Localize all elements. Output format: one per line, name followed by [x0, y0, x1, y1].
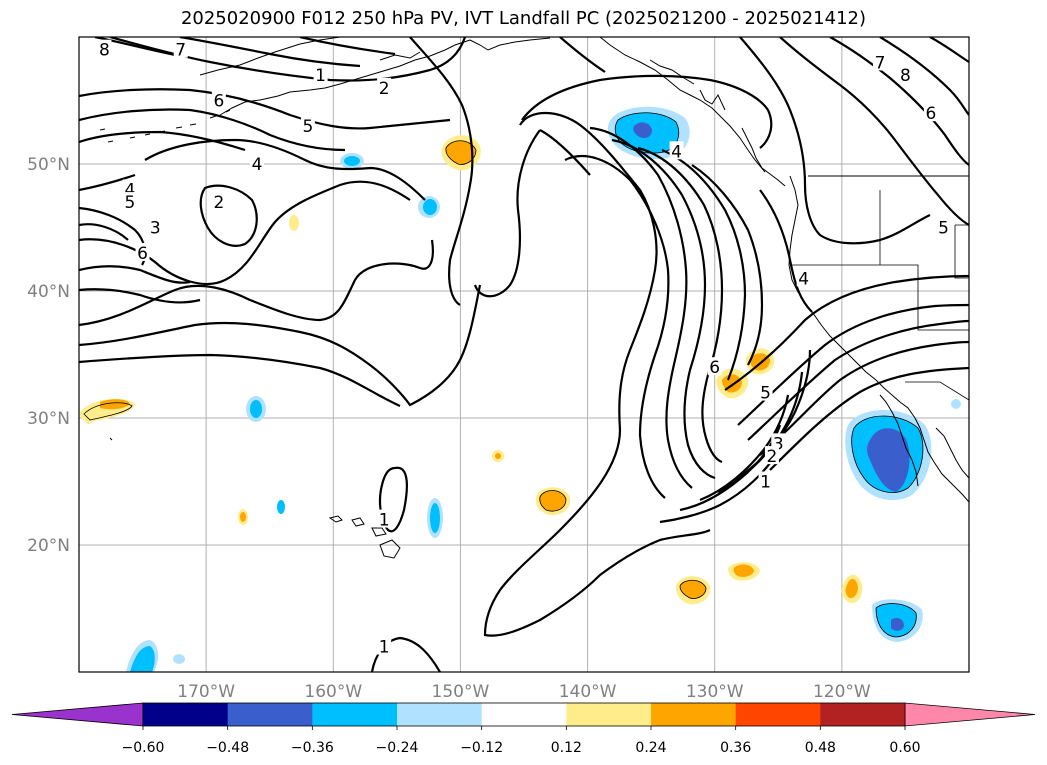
- contour-label: 8: [99, 41, 110, 61]
- lon-tick-label: 160°W: [304, 682, 362, 702]
- colorbar-tick-label: −0.36: [291, 740, 334, 756]
- colorbar-tick-label: −0.12: [460, 740, 503, 756]
- contour-label-bg: [796, 268, 811, 287]
- contour-label-bg: [211, 192, 226, 211]
- contour-label-bg: [764, 446, 779, 465]
- contour-label-bg: [923, 103, 938, 122]
- contour-label-bg: [758, 471, 773, 490]
- contour-label-bg: [250, 154, 264, 172]
- colorbar-tick-label: −0.60: [122, 740, 165, 756]
- contour-label-bg: [873, 52, 887, 71]
- contour-label: 2: [379, 79, 390, 99]
- contour-label: 6: [709, 358, 720, 378]
- contour-label-bg: [122, 192, 137, 211]
- contour-label: 7: [175, 41, 186, 61]
- contour-label: 6: [213, 92, 224, 112]
- coastlines: [99, 37, 969, 559]
- negative-anomaly-south: [845, 410, 932, 501]
- contour-label: 1: [315, 66, 326, 86]
- contour-label: 4: [671, 142, 682, 162]
- contour-label-bg: [669, 141, 684, 160]
- colorbar-bin: [143, 703, 229, 726]
- contour-label-bg: [758, 382, 773, 401]
- contour-label: 4: [252, 155, 263, 175]
- contour-label: 8: [900, 66, 911, 86]
- colorbar-tick-label: −0.48: [206, 740, 249, 756]
- contour-label: 4: [124, 180, 135, 200]
- contour-label: 2: [767, 447, 778, 467]
- contour-label-bg: [211, 90, 226, 109]
- colorbar-tick-label: −0.24: [376, 740, 419, 756]
- contour-label: 3: [773, 434, 784, 454]
- contour-label-bg: [936, 217, 951, 236]
- contour-label-bg: [377, 636, 392, 655]
- colorbar-extend-max: [904, 702, 1036, 727]
- latitude-labels: 50°N 40°N 30°N 20°N: [27, 155, 70, 556]
- contour-label-bg: [898, 65, 913, 84]
- contour-label: 5: [938, 219, 949, 239]
- colorbar-bin: [820, 703, 906, 726]
- contour-label-bg: [377, 77, 392, 96]
- colorbar-tick-label: 0.36: [720, 740, 751, 756]
- lon-tick-label: 170°W: [177, 682, 235, 702]
- colorbar-extend-min: [11, 702, 144, 727]
- colorbar-bin: [481, 703, 567, 726]
- colorbar-bin: [735, 703, 821, 726]
- colorbar-bin: [227, 703, 313, 726]
- contour-label: 1: [760, 473, 771, 493]
- colorbar-bin: [566, 703, 652, 726]
- contour-label-bg: [300, 115, 315, 134]
- contour-label: 1: [379, 638, 390, 658]
- colorbar-tick-label: 0.12: [551, 740, 582, 756]
- contour-label: 6: [925, 104, 936, 124]
- contour-label: 5: [302, 117, 313, 137]
- contour-label: 1: [379, 511, 390, 531]
- chart-title: 2025020900 F012 250 hPa PV, IVT Landfall…: [180, 8, 867, 29]
- colorbar-frame: [142, 702, 906, 727]
- colorbar-tick-label: 0.60: [889, 740, 920, 756]
- pv-contours: [79, 37, 969, 672]
- contour-label-bg: [135, 242, 150, 261]
- colorbar-bin: [397, 703, 483, 726]
- lat-tick-label: 50°N: [27, 155, 70, 175]
- lat-tick-label: 20°N: [27, 536, 70, 556]
- contour-label: 5: [760, 384, 771, 404]
- lon-tick-label: 140°W: [559, 682, 617, 702]
- lat-tick-label: 30°N: [27, 409, 70, 429]
- contour-label-bg: [377, 509, 392, 528]
- colorbar-tick-label: 0.24: [635, 740, 666, 756]
- contour-label: 6: [137, 244, 148, 264]
- contour-label: 5: [124, 193, 135, 213]
- colorbar-tick-label: 0.48: [805, 740, 836, 756]
- contour-label: 3: [150, 219, 161, 239]
- lon-tick-label: 130°W: [686, 682, 744, 702]
- contour-label: 4: [798, 269, 809, 289]
- colorbar-bin: [312, 703, 398, 726]
- map-background: [79, 37, 969, 672]
- contour-label-bg: [148, 217, 163, 236]
- contour-label: 2: [213, 193, 224, 213]
- colorbar-bin: [651, 703, 737, 726]
- longitude-labels: 170°W 160°W 150°W 140°W 130°W 120°W: [177, 682, 871, 702]
- colorbar: −0.60 −0.48 −0.36 −0.24 −0.12 0.12 0.24 0.36 0.4…: [11, 702, 1036, 756]
- contour-label-bg: [97, 39, 112, 58]
- contour-label-bg: [173, 39, 188, 58]
- lon-tick-label: 120°W: [813, 682, 871, 702]
- lat-tick-label: 40°N: [27, 282, 70, 302]
- contour-label: 7: [875, 53, 886, 73]
- map-frame: [78, 36, 970, 673]
- contour-label-bg: [313, 65, 328, 84]
- lon-tick-label: 150°W: [432, 682, 490, 702]
- contour-label-bg: [707, 357, 722, 376]
